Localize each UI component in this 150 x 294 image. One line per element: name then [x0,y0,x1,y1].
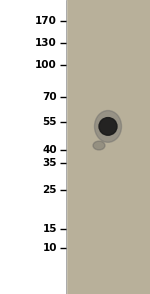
Text: 130: 130 [35,38,57,48]
Text: 55: 55 [42,117,57,127]
Ellipse shape [99,118,117,135]
Text: 10: 10 [42,243,57,253]
Text: 170: 170 [35,16,57,26]
Bar [66,0,150,294]
Text: 100: 100 [35,60,57,70]
Text: 70: 70 [42,92,57,102]
Text: 35: 35 [42,158,57,168]
Text: 40: 40 [42,145,57,155]
Ellipse shape [94,111,122,142]
Ellipse shape [93,141,105,150]
Text: 25: 25 [42,185,57,195]
Text: 15: 15 [42,224,57,234]
Bar [0,0,66,294]
